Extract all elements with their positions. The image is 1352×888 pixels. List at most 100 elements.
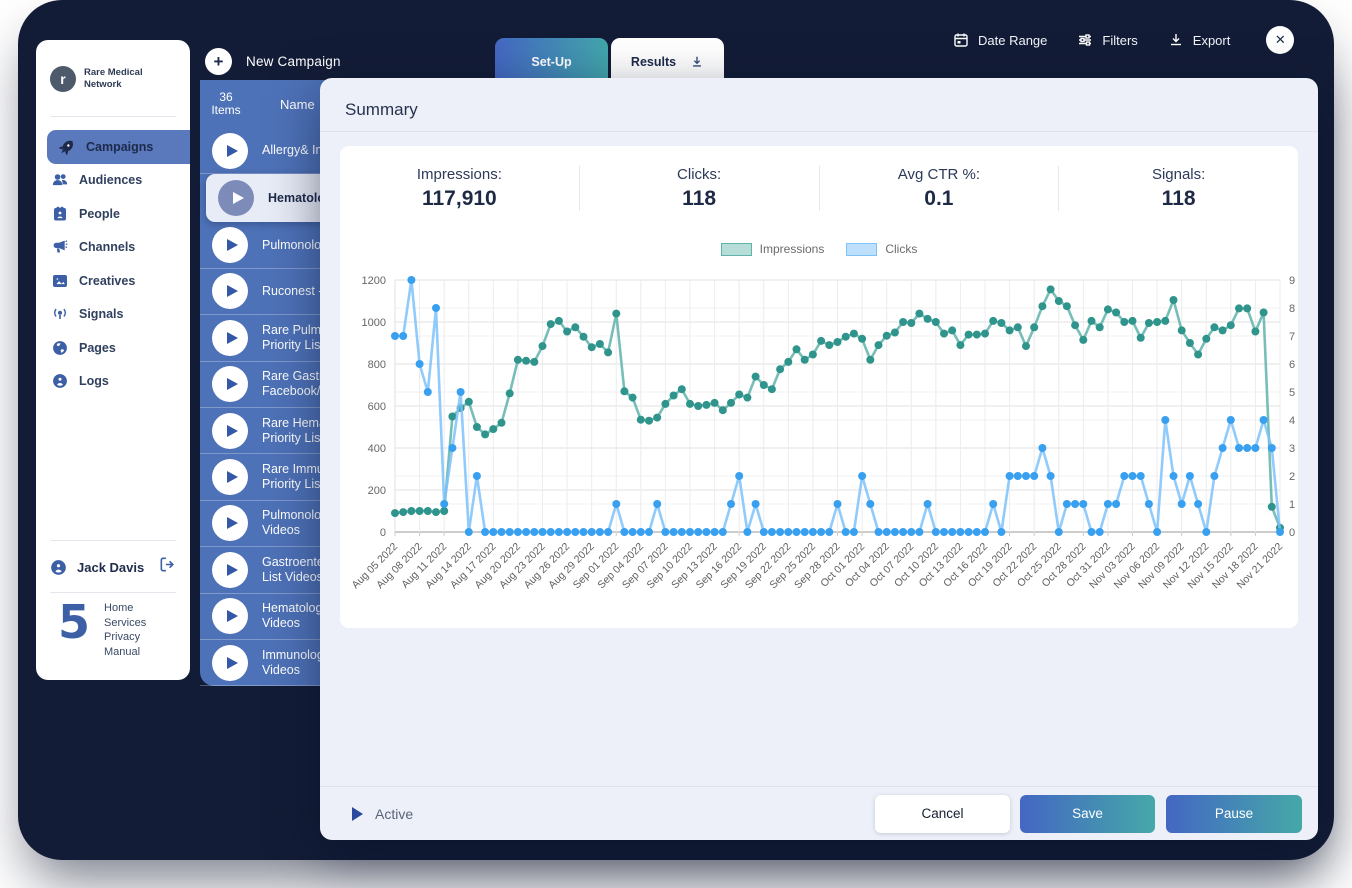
user-icon xyxy=(51,559,66,575)
status-badge: Active xyxy=(352,806,875,822)
signal-icon xyxy=(54,308,66,320)
divider xyxy=(320,786,1318,787)
download-icon xyxy=(1170,34,1181,46)
close-button[interactable]: ✕ xyxy=(1266,26,1295,54)
svg-text:8: 8 xyxy=(1289,303,1295,315)
divider xyxy=(50,592,176,593)
date-range-button[interactable]: Date Range xyxy=(953,32,1047,48)
play-icon[interactable] xyxy=(212,412,248,449)
play-icon[interactable] xyxy=(212,459,248,496)
svg-text:3: 3 xyxy=(1289,443,1295,455)
svg-text:0: 0 xyxy=(1289,527,1295,539)
play-icon[interactable] xyxy=(212,598,248,635)
brand-logo: r Rare Medical Network xyxy=(50,66,176,92)
globe-icon xyxy=(53,340,67,355)
sidebar-item-campaigns[interactable]: Campaigns xyxy=(47,130,190,164)
pause-button[interactable]: Pause xyxy=(1166,794,1302,833)
export-button[interactable]: Export xyxy=(1168,32,1231,48)
sidebar-item-creatives[interactable]: Creatives xyxy=(36,264,190,298)
footer-link-privacy[interactable]: Privacy xyxy=(104,631,141,643)
sidebar-item-people[interactable]: People xyxy=(36,197,190,231)
stats-row: Impressions: 117,910 Clicks: 118 Avg CTR… xyxy=(340,146,1298,230)
sidebar-footer: 5 Home Services Privacy Manual xyxy=(58,595,147,659)
play-icon[interactable] xyxy=(212,132,248,169)
user-icon xyxy=(53,374,67,389)
svg-text:6: 6 xyxy=(1289,359,1295,371)
rocket-icon xyxy=(59,140,73,155)
new-campaign-button[interactable]: + New Campaign xyxy=(205,48,341,75)
play-icon[interactable] xyxy=(212,505,248,542)
sidebar-item-label: People xyxy=(79,206,120,221)
id-card-icon xyxy=(54,206,66,221)
divider xyxy=(50,540,176,541)
filters-button[interactable]: Filters xyxy=(1077,32,1138,48)
logout-button[interactable] xyxy=(159,556,176,578)
sidebar-item-channels[interactable]: Channels xyxy=(36,231,190,265)
new-campaign-label: New Campaign xyxy=(246,54,341,69)
sliders-icon xyxy=(1079,34,1092,46)
svg-text:1000: 1000 xyxy=(362,317,386,329)
topbar-actions: Date Range Filters Export ✕ xyxy=(953,0,1295,80)
cancel-button[interactable]: Cancel xyxy=(875,794,1010,833)
footer-link-services[interactable]: Services xyxy=(104,616,147,629)
svg-text:1200: 1200 xyxy=(362,275,386,287)
sidebar-item-logs[interactable]: Logs xyxy=(36,365,190,399)
legend-clicks[interactable]: Clicks xyxy=(846,242,917,256)
tab-results-label: Results xyxy=(630,55,677,69)
status-label: Active xyxy=(375,805,414,822)
stat-impressions: Impressions: 117,910 xyxy=(340,165,580,211)
sidebar-item-label: Campaigns xyxy=(86,139,154,154)
chart-legend: Impressions Clicks xyxy=(340,236,1298,262)
save-button[interactable]: Save xyxy=(1020,794,1155,833)
footer-link-home[interactable]: Home xyxy=(104,602,134,614)
play-icon[interactable] xyxy=(212,366,248,403)
svg-text:7: 7 xyxy=(1289,331,1295,343)
brand-name: Rare Medical Network xyxy=(84,67,143,90)
sidebar-item-label: Channels xyxy=(79,240,136,255)
svg-text:5: 5 xyxy=(1289,387,1295,399)
modal-footer: Active Cancel Save Pause xyxy=(320,787,1318,840)
user-account[interactable]: Jack Davis xyxy=(36,548,190,586)
campaign-row-rare-immun-priority[interactable]: Rare Immun Priority List xyxy=(200,454,496,501)
play-icon[interactable] xyxy=(212,273,248,310)
svg-text:1: 1 xyxy=(1289,499,1295,511)
topbar: + New Campaign Set-Up Results Date Range… xyxy=(18,0,1334,86)
play-icon xyxy=(352,806,363,821)
tablet-frame: + New Campaign Set-Up Results Date Range… xyxy=(18,0,1334,860)
legend-impressions[interactable]: Impressions xyxy=(720,242,824,256)
play-icon[interactable] xyxy=(212,227,248,264)
sidebar-item-pages[interactable]: Pages xyxy=(36,331,190,365)
users-icon xyxy=(52,174,68,186)
svg-text:400: 400 xyxy=(368,443,386,455)
five-logo: 5 xyxy=(58,595,91,649)
export-label: Export xyxy=(1192,32,1231,48)
download-icon[interactable] xyxy=(690,55,704,69)
impressions-swatch-icon xyxy=(720,242,752,256)
sidebar-item-audiences[interactable]: Audiences xyxy=(36,164,190,198)
summary-card: Impressions: 117,910 Clicks: 118 Avg CTR… xyxy=(340,146,1298,628)
play-icon[interactable] xyxy=(212,319,248,356)
svg-text:2: 2 xyxy=(1289,471,1295,483)
image-icon xyxy=(53,274,67,287)
stat-avg-ctr: Avg CTR %: 0.1 xyxy=(820,165,1060,211)
clicks-swatch-icon xyxy=(846,242,878,256)
play-icon[interactable] xyxy=(212,551,248,588)
stat-clicks: Clicks: 118 xyxy=(580,165,820,211)
sidebar-item-signals[interactable]: Signals xyxy=(36,298,190,332)
brand-mark-icon: r xyxy=(50,66,76,92)
plus-icon: + xyxy=(205,48,232,75)
close-icon: ✕ xyxy=(1274,32,1286,47)
play-icon[interactable] xyxy=(212,644,248,681)
date-range-label: Date Range xyxy=(978,32,1048,48)
summary-modal: Summary Impressions: 117,910 Clicks: 118… xyxy=(320,78,1318,840)
sidebar-item-label: Audiences xyxy=(79,173,143,188)
divider xyxy=(320,131,1318,132)
footer-link-manual[interactable]: Manual xyxy=(104,645,141,658)
svg-text:200: 200 xyxy=(368,485,386,497)
calendar-icon xyxy=(954,33,968,47)
summary-chart[interactable]: 0 1 2 3 4 5 6 7 8 9 0 200 400 600 800 1000 1200 Aug 05 20… xyxy=(340,268,1298,616)
items-count: 36 Items xyxy=(211,90,241,117)
svg-text:9: 9 xyxy=(1289,275,1295,287)
svg-text:4: 4 xyxy=(1289,415,1295,427)
play-icon[interactable] xyxy=(218,180,254,217)
